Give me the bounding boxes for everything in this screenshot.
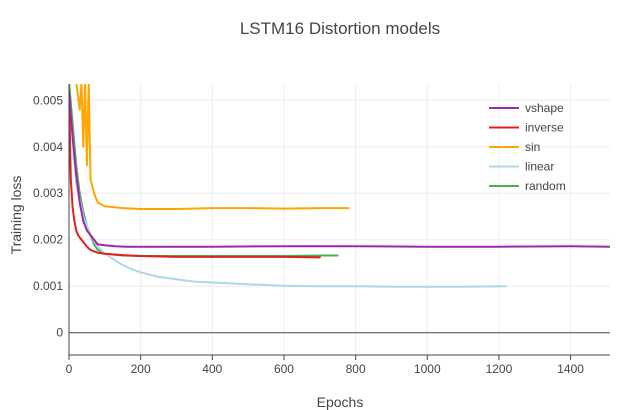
x-tick-label: 400 [202, 362, 222, 376]
x-axis-label: Epochs [317, 394, 364, 410]
y-tick-label: 0 [56, 326, 63, 340]
y-tick-label: 0.003 [33, 186, 63, 200]
legend-label: linear [525, 160, 554, 174]
x-tick-label: 600 [274, 362, 294, 376]
series-line-random [69, 84, 339, 257]
legend-item-random[interactable]: random [489, 179, 566, 193]
y-tick-label: 0.001 [33, 279, 63, 293]
tick-labels: 0 200 400 600 800 1000 1200 1400 0 0.001 0.002 0.00… [33, 93, 584, 376]
y-tick-label: 0.005 [33, 93, 63, 107]
x-tick-label: 1200 [486, 362, 513, 376]
legend-item-linear[interactable]: linear [489, 160, 554, 174]
legend-item-sin[interactable]: sin [489, 140, 540, 154]
y-tick-label: 0.004 [33, 140, 63, 154]
legend-item-vshape[interactable]: vshape [489, 101, 564, 115]
y-tick-label: 0.002 [33, 233, 63, 247]
chart-title: LSTM16 Distortion models [240, 19, 440, 38]
y-axis-label: Training loss [8, 176, 24, 255]
series-line-sin [75, 84, 350, 210]
legend-label: vshape [525, 101, 564, 115]
axes [68, 84, 610, 360]
legend-label: random [525, 179, 566, 193]
legend-label: inverse [525, 121, 564, 135]
series-line-linear [69, 90, 508, 288]
legend[interactable]: vshape inverse sin linear random [489, 101, 566, 193]
x-tick-label: 1400 [557, 362, 584, 376]
x-tick-label: 0 [66, 362, 73, 376]
x-tick-label: 1000 [414, 362, 441, 376]
x-tick-label: 200 [131, 362, 151, 376]
series-line-vshape [69, 90, 610, 248]
legend-item-inverse[interactable]: inverse [489, 121, 564, 135]
series-line-inverse [69, 90, 321, 259]
grid [69, 84, 610, 355]
x-tick-label: 800 [346, 362, 366, 376]
series-layer [69, 84, 610, 288]
legend-label: sin [525, 140, 540, 154]
